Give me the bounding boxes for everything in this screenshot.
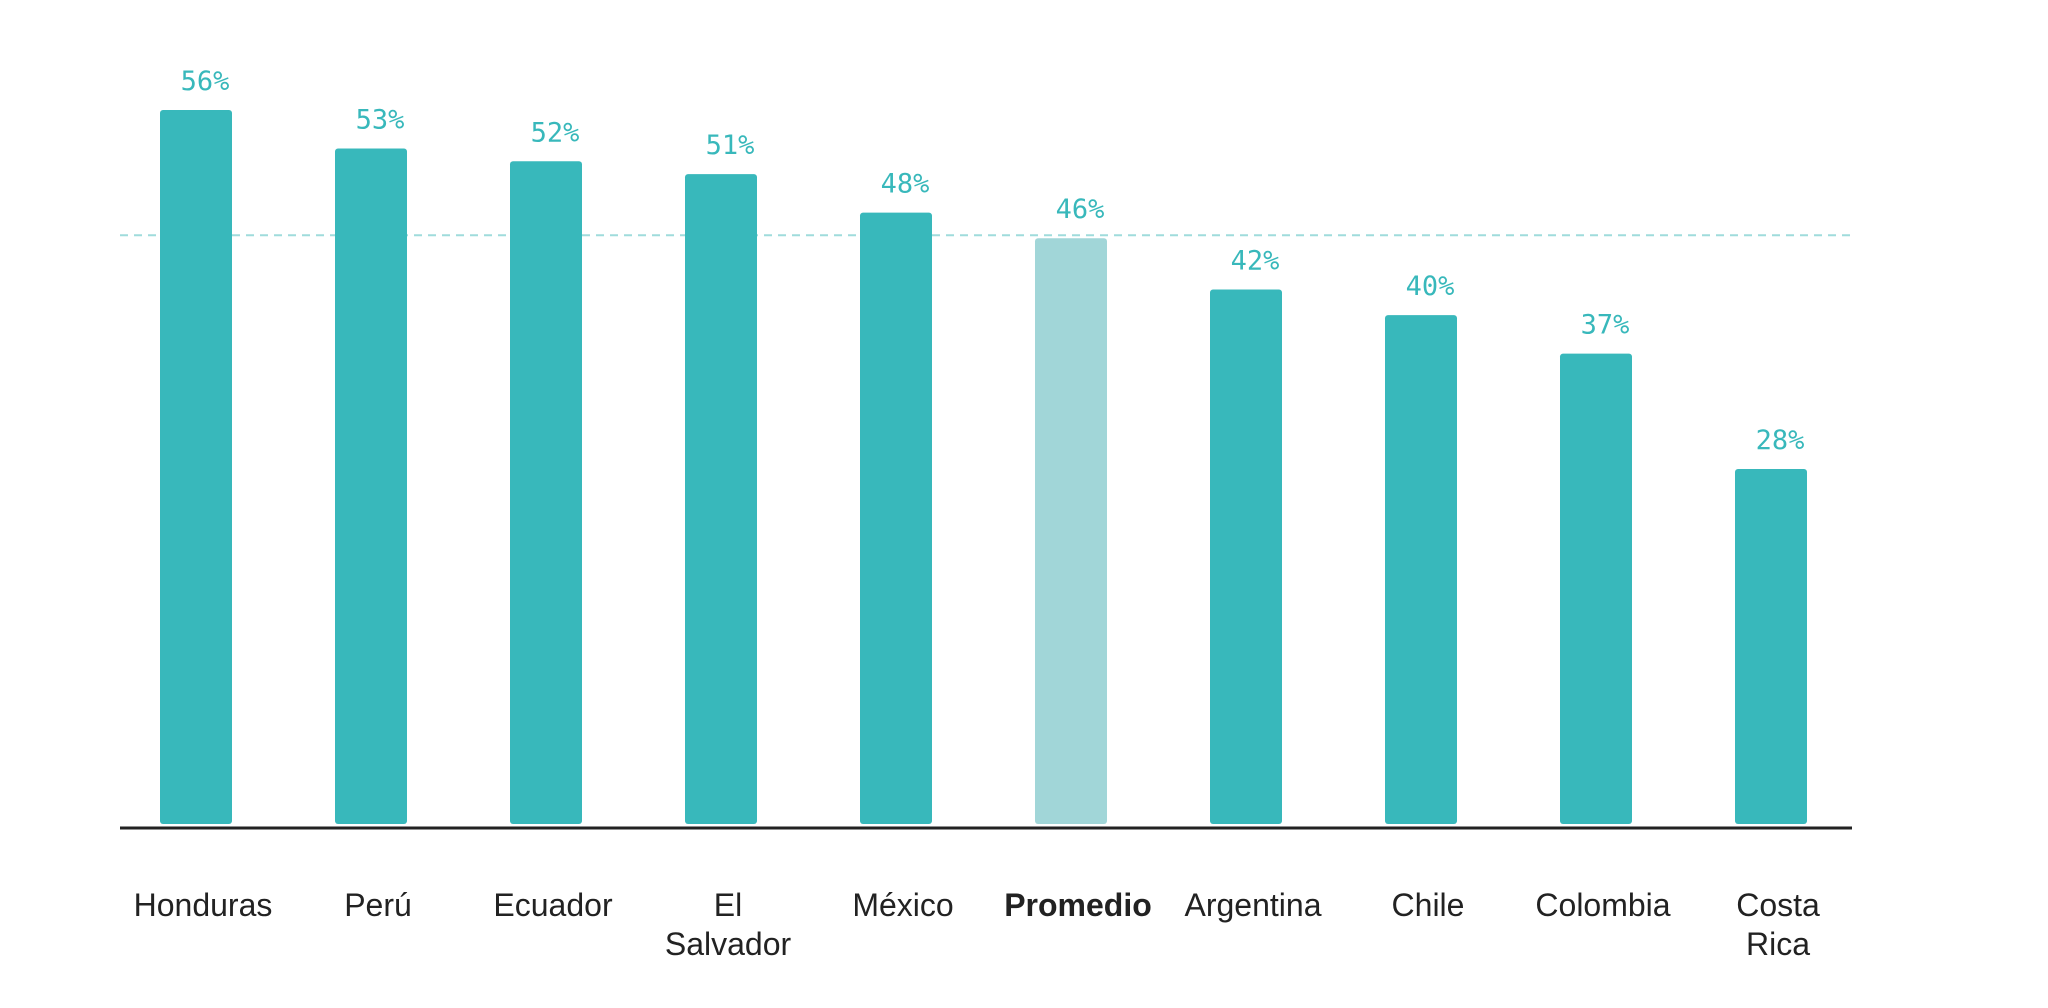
category-labels-group: Honduras Perú Ecuador El Salvador México Prome… <box>134 887 1820 962</box>
bar <box>335 148 407 824</box>
category-label: Colombia <box>1535 887 1670 923</box>
bar <box>510 161 582 825</box>
bar <box>160 110 232 824</box>
bar-value-label: 40% <box>1406 271 1455 302</box>
category-label: Ecuador <box>493 887 613 923</box>
category-label: Honduras <box>134 887 273 923</box>
bar-value-label: 46% <box>1056 194 1105 225</box>
bar-value-label: 42% <box>1231 246 1280 277</box>
category-label: Chile <box>1392 887 1465 923</box>
bar <box>1735 469 1807 824</box>
bar-value-label: 52% <box>531 117 580 148</box>
category-label: Argentina <box>1185 887 1322 923</box>
bar-value-label: 51% <box>706 130 755 161</box>
bar-value-label: 48% <box>881 169 930 200</box>
bar-value-label: 28% <box>1756 425 1805 456</box>
bar <box>860 212 932 825</box>
category-label: Costa Rica <box>1736 887 1820 962</box>
category-label: México <box>852 887 953 923</box>
bars-group <box>160 110 1807 825</box>
bar <box>1385 315 1457 824</box>
bar <box>1035 238 1107 824</box>
bar <box>1560 353 1632 824</box>
bar <box>685 174 757 824</box>
bar-value-label: 53% <box>356 104 405 135</box>
category-label: El Salvador <box>665 887 792 962</box>
bar <box>1210 289 1282 824</box>
bar-value-label: 37% <box>1581 310 1630 341</box>
bar-value-label: 56% <box>181 66 230 97</box>
category-label: Promedio <box>1004 887 1152 923</box>
category-label: Perú <box>344 887 412 923</box>
value-labels-group: 56% 53% 52% 51% 48% 46% 42% 40% 37% 28% <box>181 66 1805 456</box>
